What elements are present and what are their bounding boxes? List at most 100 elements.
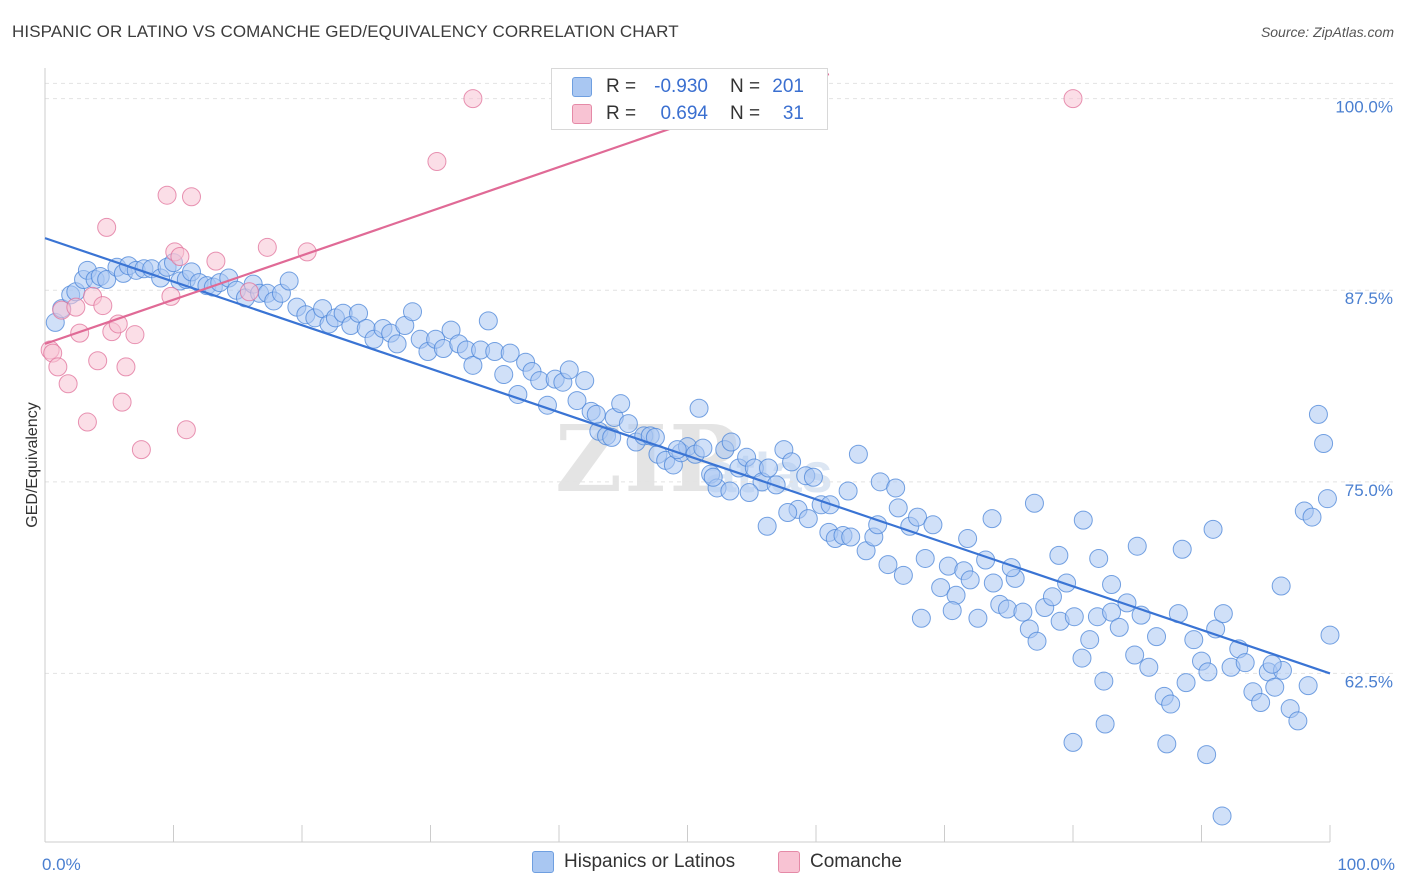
point-comanche [239, 282, 259, 302]
point-hispanics [1184, 630, 1204, 650]
point-hispanics [1235, 653, 1255, 673]
point-hispanics [1198, 662, 1218, 682]
point-comanche [125, 325, 145, 345]
point-hispanics [1072, 648, 1092, 668]
point-hispanics [1024, 493, 1044, 513]
point-hispanics [798, 509, 818, 529]
point-hispanics [1089, 548, 1109, 568]
point-hispanics [494, 365, 514, 385]
point-hispanics [1073, 510, 1093, 530]
point-hispanics [478, 311, 498, 331]
series-comanche [40, 89, 1083, 460]
point-hispanics [1302, 507, 1322, 527]
grid-lines [45, 82, 1395, 674]
point-hispanics [279, 271, 299, 291]
y-axis-label: GED/Equivalency [24, 402, 41, 527]
point-hispanics [1212, 806, 1232, 826]
tick-labels: 100.0% 87.5% 75.0% 62.5% 0.0% 100.0% [42, 98, 1395, 874]
point-hispanics [97, 270, 117, 290]
legend-row-hispanics: R = -0.930 N = 201 [572, 75, 804, 99]
n-value: 201 [772, 76, 804, 97]
point-hispanics [463, 355, 483, 375]
point-hispanics [720, 481, 740, 501]
point-hispanics [349, 303, 369, 323]
y-tick-label: 87.5% [1345, 289, 1393, 308]
point-comanche [97, 217, 117, 237]
point-comanche [77, 412, 97, 432]
point-hispanics [757, 516, 777, 536]
point-hispanics [721, 432, 741, 452]
point-hispanics [1265, 677, 1285, 697]
point-comanche [112, 392, 132, 412]
point-comanche [157, 185, 177, 205]
point-hispanics [1317, 489, 1337, 509]
point-hispanics [997, 599, 1017, 619]
trend-lines [44, 73, 1331, 675]
point-hispanics [1109, 617, 1129, 637]
correlation-legend: R = -0.930 N = 201 R = 0.694 N = 31 [551, 68, 828, 130]
point-hispanics [1064, 607, 1084, 627]
n-value: 31 [782, 103, 804, 124]
point-hispanics [1288, 711, 1308, 731]
point-hispanics [1013, 602, 1033, 622]
point-comanche [88, 351, 108, 371]
point-hispanics [703, 467, 723, 487]
point-hispanics [782, 452, 802, 472]
source-label: Source: ZipAtlas.com [1260, 24, 1394, 40]
point-hispanics [911, 608, 931, 628]
n-label: N = [730, 76, 761, 97]
point-hispanics [1157, 734, 1177, 754]
point-comanche [48, 357, 68, 377]
point-comanche [463, 89, 483, 109]
legend-swatch-blue [532, 851, 554, 873]
n-label: N = [730, 103, 761, 124]
point-hispanics [982, 509, 1002, 529]
point-comanche [170, 247, 190, 267]
point-hispanics [803, 467, 823, 487]
chart-title: HISPANIC OR LATINO VS COMANCHE GED/EQUIV… [12, 22, 679, 41]
point-hispanics [575, 371, 595, 391]
point-hispanics [403, 302, 423, 322]
point-comanche [70, 323, 90, 343]
point-hispanics [983, 573, 1003, 593]
point-hispanics [886, 478, 906, 498]
point-hispanics [960, 570, 980, 590]
point-hispanics [958, 529, 978, 549]
point-hispanics [1094, 671, 1114, 691]
point-hispanics [1251, 693, 1271, 713]
point-hispanics [888, 498, 908, 518]
point-hispanics [841, 527, 861, 547]
point-hispanics [1080, 630, 1100, 650]
point-hispanics [1049, 545, 1069, 565]
point-hispanics [1172, 539, 1192, 559]
point-hispanics [1262, 654, 1282, 674]
point-hispanics [1042, 587, 1062, 607]
point-hispanics [931, 578, 951, 598]
x-tick-label: 0.0% [42, 855, 81, 874]
legend-label: Comanche [810, 851, 902, 872]
point-hispanics [1057, 573, 1077, 593]
point-hispanics [387, 334, 407, 354]
series-legend: Hispanics or Latinos Comanche [0, 851, 1406, 879]
legend-swatch-pink [572, 104, 592, 124]
legend-item-hispanics[interactable]: Hispanics or Latinos [532, 851, 735, 873]
point-hispanics [689, 398, 709, 418]
point-hispanics [778, 502, 798, 522]
r-label: R = [606, 76, 637, 97]
point-hispanics [1197, 745, 1217, 765]
point-hispanics [1102, 602, 1122, 622]
legend-swatch-blue [572, 77, 592, 97]
watermark-zip: ZIP [555, 405, 741, 513]
point-hispanics [693, 438, 713, 458]
point-hispanics [602, 427, 622, 447]
legend-swatch-pink [778, 851, 800, 873]
point-hispanics [838, 481, 858, 501]
point-hispanics [1117, 593, 1137, 613]
legend-item-comanche[interactable]: Comanche [778, 851, 902, 873]
point-comanche [297, 242, 317, 262]
point-hispanics [559, 360, 579, 380]
series-hispanics-or-latinos [45, 253, 1340, 826]
axes [44, 68, 1331, 843]
point-comanche [58, 374, 78, 394]
